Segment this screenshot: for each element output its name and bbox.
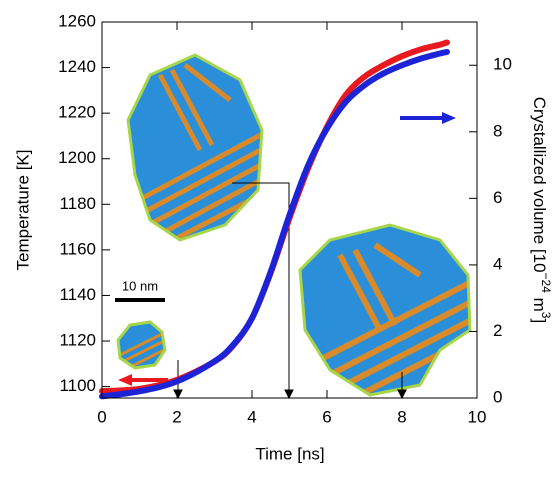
y-tick-label: 1100 [59, 376, 96, 395]
x-tick-label: 2 [172, 407, 181, 426]
x-tick-label: 4 [247, 407, 256, 426]
nanoparticle [128, 55, 262, 240]
plot [99, 39, 450, 400]
series-line [99, 48, 450, 400]
y2-tick-label: 10 [493, 55, 512, 74]
x-tick-label: 10 [468, 407, 487, 426]
nanoparticle-edge [116, 320, 167, 370]
y-tick-label: 1120 [59, 331, 96, 350]
y-tick-label: 1260 [58, 11, 96, 30]
plot-frame [101, 21, 478, 399]
y2-tick-label: 6 [493, 188, 502, 207]
x-tick-label: 8 [397, 407, 406, 426]
leader-lines [173, 182, 407, 400]
y2-axis-label-part: −24 [539, 273, 553, 294]
x-tick-label: 0 [97, 407, 106, 426]
y-tick-label: 1200 [58, 148, 96, 167]
y2-tick-label: 2 [493, 321, 502, 340]
y-tick-label: 1240 [58, 57, 96, 76]
scale-label: 10 nm [122, 278, 158, 293]
y-tick-label: 1140 [59, 285, 96, 304]
y-tick-label: 1160 [59, 239, 96, 258]
axis-arrow [118, 112, 456, 386]
y2-axis-label: Crystallized volume [10−24 m3] [530, 97, 553, 323]
y-axis-label: Temperature [K] [13, 150, 32, 271]
y2-tick-label: 0 [493, 387, 502, 406]
nanoparticle-edge [298, 223, 472, 397]
y2-axis-label-part: m [530, 293, 549, 312]
y2-axis-label-part: Crystallized volume [10 [530, 97, 549, 273]
y2-axis-label-part: 3 [539, 312, 553, 319]
nanoparticle-edge [126, 53, 264, 242]
x-axis-label: Time [ns] [255, 444, 324, 463]
y2-tick-label: 8 [493, 121, 502, 140]
y-tick-label: 1180 [59, 194, 96, 213]
y-tick-label: 1220 [58, 103, 96, 122]
y2-tick-label: 4 [493, 254, 502, 273]
x-tick-label: 6 [322, 407, 331, 426]
y2-axis-label-part: ] [530, 318, 549, 323]
